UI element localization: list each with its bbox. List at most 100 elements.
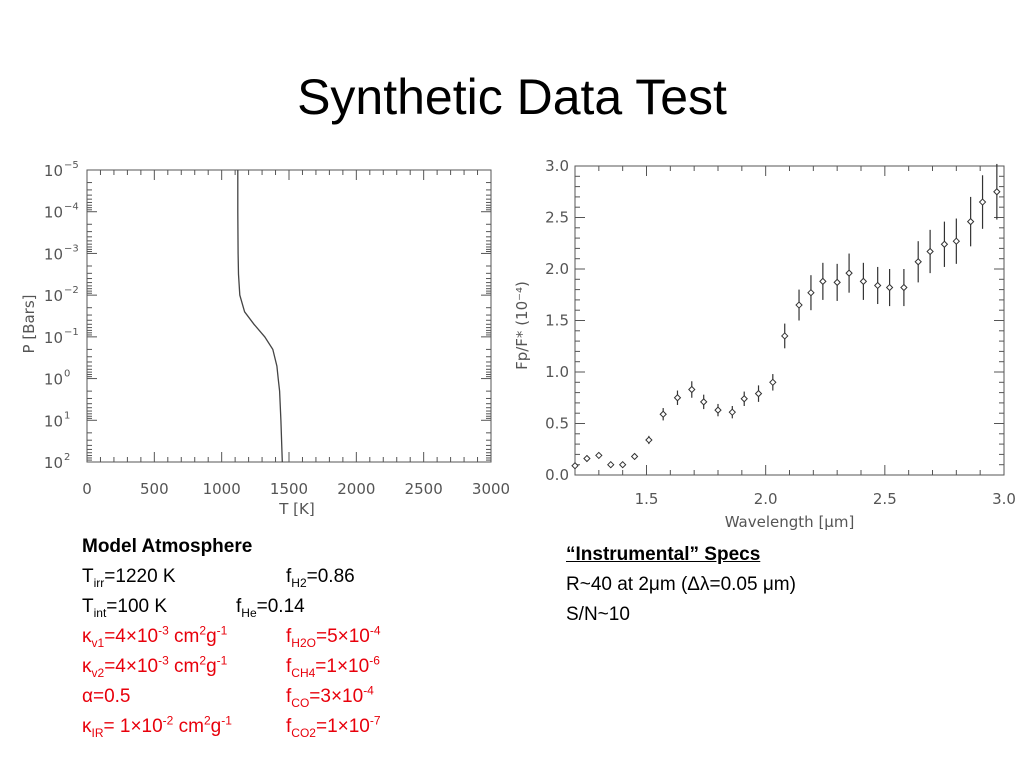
spec-data-point [571, 462, 579, 470]
specs-header: “Instrumental” Specs [566, 544, 761, 565]
tp-x-axis-label: T [K] [278, 500, 314, 518]
spec-x-tick-label: 2.5 [873, 490, 897, 508]
abundance-symbol: f [236, 596, 242, 617]
tp-y-tick-label: 10 [44, 245, 63, 263]
param-subscript: irr [93, 575, 105, 590]
abundance-exponent: -6 [369, 653, 380, 668]
tp-y-tick-exp: −1 [64, 327, 79, 338]
abundance-subscript: H2 [291, 575, 307, 590]
param-value: =100 K [106, 596, 168, 617]
spec-y-tick-label: 2.5 [545, 209, 569, 227]
spec-data-point [819, 277, 827, 286]
tp-y-tick-exp: −4 [64, 202, 79, 213]
spec-data-point [728, 408, 737, 416]
abundance-exponent: -7 [369, 713, 381, 728]
spec-y-tick-label: 0.5 [545, 415, 569, 433]
abundance-exponent: -4 [363, 683, 374, 698]
spec-data-point [714, 406, 722, 414]
param-subscript: v1 [91, 635, 105, 650]
tp-y-axis-label: P [Bars] [20, 295, 38, 354]
tp-x-tick-label: 1000 [203, 480, 241, 498]
param-left: α=0.5 [82, 682, 131, 712]
tp-y-tick-exp: −3 [64, 243, 79, 254]
spec-data-point [952, 237, 961, 245]
specs-resolution: R~40 at 2μm (Δλ=0.05 μm) [566, 574, 796, 595]
param-subscript: IR [91, 725, 104, 740]
tp-x-tick-label: 0 [82, 480, 92, 498]
param-symbol: α=0.5 [82, 686, 131, 707]
param-right: fH2O=5×10-4 [286, 622, 381, 652]
spec-data-point [754, 389, 763, 398]
param-right: fCO=3×10-4 [286, 682, 374, 712]
param-exponent: -2 [162, 713, 174, 728]
spec-data-point [795, 301, 803, 309]
param-subscript: v2 [91, 665, 105, 680]
tp-y-tick-exp: 2 [64, 452, 70, 463]
param-unit: g [206, 626, 217, 647]
abundance-value: =3×10 [309, 686, 364, 707]
tp-y-tick-label: 10 [44, 162, 63, 180]
abundance-symbol: f [286, 686, 292, 707]
abundance-value: =1×10 [315, 656, 370, 677]
tp-y-tick-exp: −5 [64, 160, 79, 171]
spec-data-point [993, 188, 1001, 196]
spec-data-point [699, 398, 708, 406]
param-row: Tint=100 K fHe=0.14 [82, 592, 462, 622]
instrumental-specs: “Instrumental” Specs R~40 at 2μm (Δλ=0.0… [566, 540, 796, 630]
param-row: κIR= 1×10-2 cm2g-1 fCO2=1×10-7 [82, 712, 462, 742]
specs-snr: S/N~10 [566, 604, 630, 625]
param-symbol: κ [82, 716, 92, 737]
param-value: = 1×10 [103, 716, 163, 737]
spec-data-point [645, 436, 653, 444]
abundance-subscript: H2O [291, 635, 316, 650]
spec-y-tick-label: 1.0 [545, 363, 569, 381]
param-unit-exponent: -1 [216, 623, 228, 638]
spec-y-axis-label: Fp/F* (10⁻⁴) [513, 281, 531, 370]
param-left: κv2=4×10-3 cm2g-1 [82, 652, 227, 682]
param-row: κv1=4×10-3 cm2g-1 fH2O=5×10-4 [82, 622, 462, 652]
spec-data-point [873, 281, 882, 290]
param-unit-exponent: 2 [199, 623, 207, 638]
spec-data-point [659, 410, 667, 418]
tp-y-tick-label: 10 [44, 412, 63, 430]
param-unit-exponent: -1 [216, 653, 228, 668]
spec-data-point [807, 288, 815, 297]
spec-data-point [926, 247, 934, 256]
param-unit: g [210, 716, 222, 737]
param-right: fCH4=1×10-6 [286, 652, 380, 682]
param-subscript: int [93, 605, 107, 620]
tp-x-tick-label: 2500 [405, 480, 443, 498]
spec-x-tick-label: 1.5 [635, 490, 659, 508]
param-symbol: κ [82, 626, 92, 647]
param-row: Tirr=1220 K fH2=0.86 [82, 562, 462, 592]
spec-data-point [900, 283, 908, 292]
tp-y-tick-exp: 1 [64, 410, 70, 421]
param-right: fH2=0.86 [286, 562, 355, 592]
model-header: Model Atmosphere [82, 536, 253, 557]
spec-data-point [618, 460, 627, 469]
param-row: α=0.5 fCO=3×10-4 [82, 682, 462, 712]
spec-data-point [607, 460, 615, 469]
spec-data-point [966, 217, 975, 226]
spec-data-point [859, 277, 868, 286]
spec-y-tick-label: 0.0 [545, 466, 569, 484]
param-right: fHe=0.14 [236, 592, 305, 622]
spec-data-point [688, 385, 696, 394]
spec-data-point [740, 395, 748, 403]
abundance-subscript: CH4 [291, 665, 316, 680]
param-value: =4×10 [104, 626, 159, 647]
spec-data-point [781, 332, 789, 340]
spec-data-point [845, 269, 853, 277]
param-unit-exponent: 2 [203, 713, 211, 728]
param-unit: g [206, 656, 217, 677]
tp-y-tick-label: 10 [44, 287, 63, 305]
param-value: =1220 K [104, 566, 176, 587]
spec-data-point [833, 278, 841, 287]
emission-spectrum-chart: 1.5 2.0 2.5 3.0 0.0 0.5 1.0 1.5 2.0 2.5 3.0 Wavelen… [513, 157, 1016, 531]
slide-title: Synthetic Data Test [297, 69, 727, 125]
spec-data-point [978, 198, 987, 206]
spec-plot-frame [574, 165, 1005, 476]
abundance-value: =0.14 [256, 596, 305, 617]
abundance-symbol: f [286, 626, 292, 647]
